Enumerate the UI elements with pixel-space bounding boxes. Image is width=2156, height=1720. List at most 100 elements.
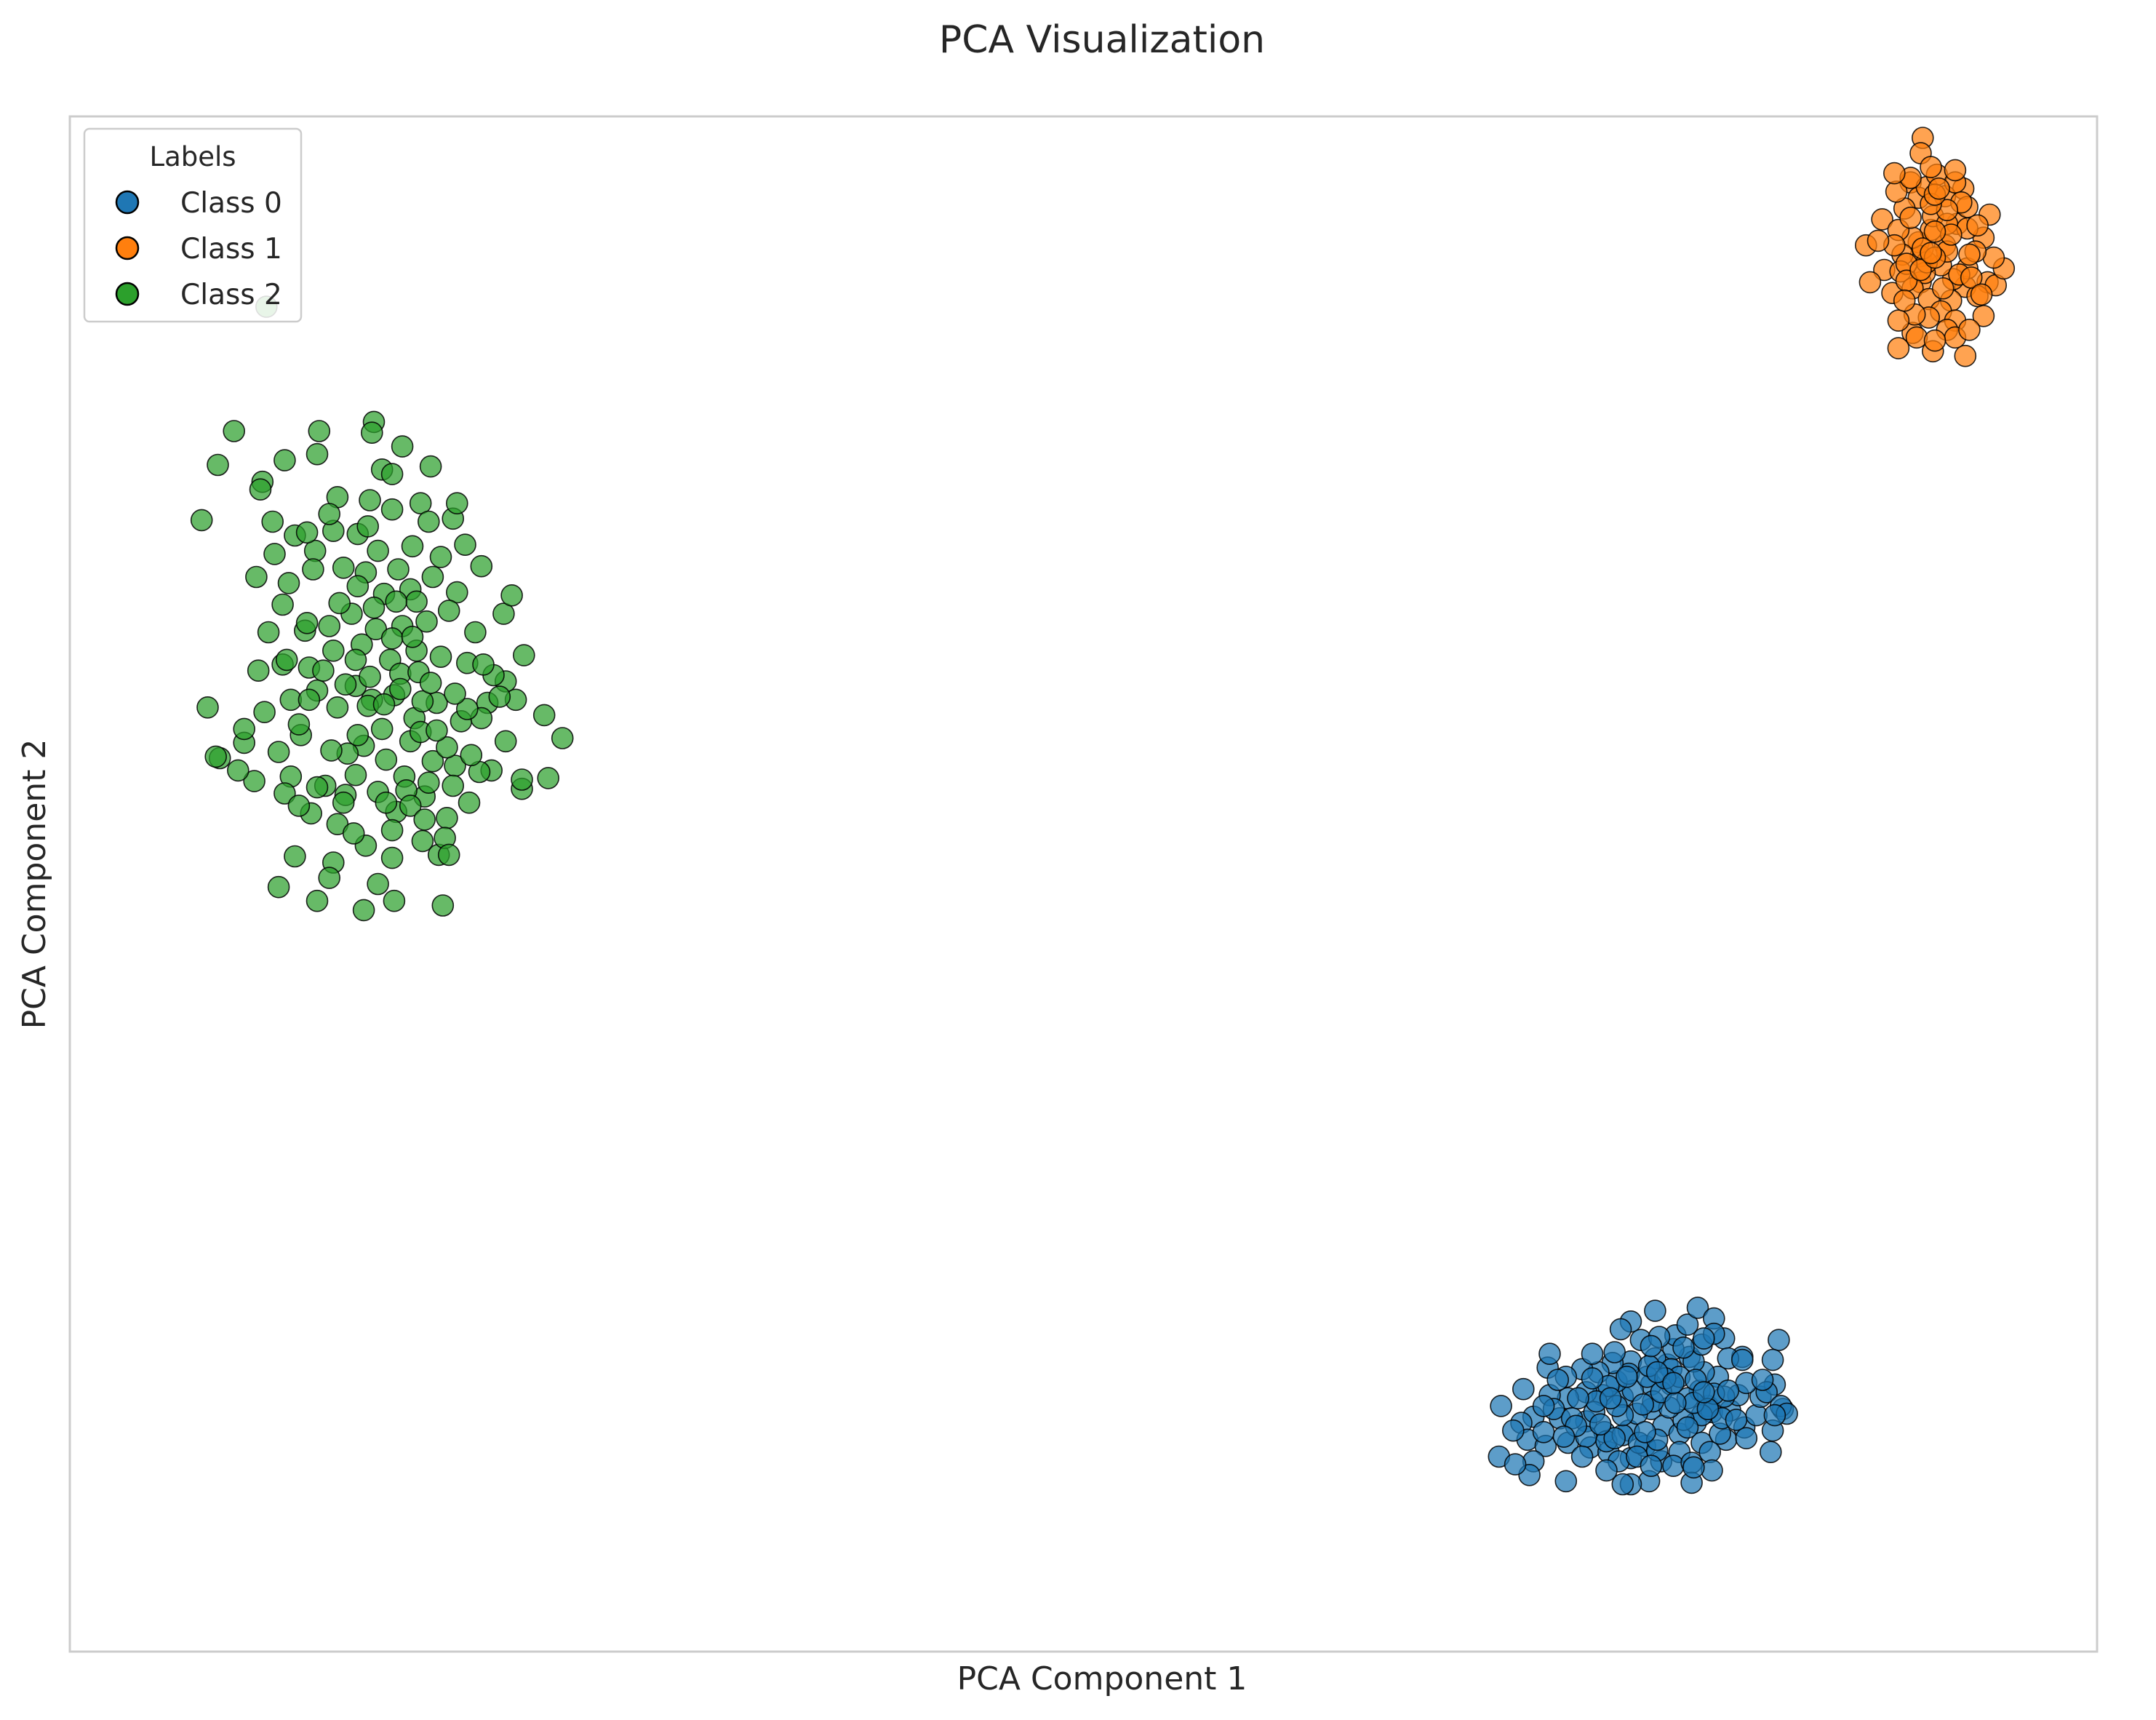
data-point [388,677,412,701]
data-point [445,492,468,515]
data-point [426,719,448,742]
data-point [1698,1441,1721,1463]
data-point [445,581,468,604]
data-point [1931,276,1955,300]
data-point [223,420,246,442]
data-point [295,521,319,544]
data-point [511,768,533,791]
data-point [204,745,228,768]
data-point [1899,206,1922,229]
data-point [359,665,381,688]
data-point [1532,1421,1555,1444]
data-point [326,696,349,719]
data-point [492,602,515,625]
data-point [1905,326,1928,349]
data-point [320,739,343,762]
data-point [436,807,458,829]
data-point [257,621,280,644]
data-point [444,682,466,705]
data-point [372,693,396,716]
data-point [375,791,398,814]
data-point [271,593,294,616]
data-point [1866,229,1890,252]
data-point [436,736,458,759]
data-point [454,533,476,557]
data-point [1581,1342,1604,1365]
data-point [1672,1336,1695,1359]
data-point [1909,258,1932,282]
data-point [1920,156,1942,178]
data-point [1546,1369,1569,1391]
data-point [1599,1387,1622,1410]
data-point [405,590,428,613]
data-point [1567,1387,1589,1410]
data-point [411,690,434,713]
data-point [277,572,300,594]
data-point [460,744,483,767]
data-point [419,672,442,694]
chart-title: PCA Visualization [939,18,1265,62]
data-point [1944,159,1967,182]
data-point [253,701,276,724]
legend-label: Class 0 [180,187,282,220]
data-point [500,584,523,607]
data-point [415,610,438,633]
data-point [1958,318,1981,341]
data-point [380,463,404,485]
data-point [429,546,452,568]
data-point [306,776,329,799]
data-point [322,639,345,662]
data-point [417,771,440,794]
data-point [263,543,286,565]
points-layer [190,127,2016,1496]
data-point [1532,1395,1555,1417]
data-point [1609,1318,1632,1341]
data-point [344,763,367,787]
data-point [1595,1459,1618,1482]
legend-entry: Class 1 [115,233,282,266]
data-point [267,875,290,899]
data-point [267,741,290,763]
data-point [243,770,265,792]
data-point [328,592,351,615]
data-point [421,565,444,589]
data-point [380,819,404,842]
legend-marker [115,236,140,260]
data-point [1664,1391,1687,1414]
legend-marker [115,282,140,306]
data-point [1928,177,1950,200]
data-point [1640,1334,1663,1358]
data-point [302,558,324,581]
y-axis-label: PCA Component 2 [16,739,53,1030]
data-point [1735,1427,1758,1449]
data-point [287,713,311,736]
data-point [437,600,460,622]
data-point [401,625,424,648]
data-point [431,894,455,917]
data-point [1887,309,1910,332]
data-point [360,421,383,445]
data-point [437,843,460,867]
data-point [1761,1348,1784,1371]
data-point [1760,1441,1782,1463]
data-point [346,723,370,746]
data-point [1645,1361,1669,1384]
data-point [464,621,487,644]
data-point [332,556,355,579]
data-point [472,653,495,676]
data-point [385,590,408,613]
data-point [1717,1379,1740,1402]
legend-label: Class 1 [180,233,282,266]
data-point [312,659,335,682]
data-point [1966,214,1989,237]
data-point [306,442,329,466]
data-point [1725,1409,1748,1431]
data-point [1662,1371,1685,1395]
data-point [417,510,440,533]
data-point [413,808,436,831]
data-point [1644,1299,1666,1322]
series-class-2 [190,295,574,922]
data-point [1611,1473,1634,1496]
data-point [1554,1470,1578,1493]
